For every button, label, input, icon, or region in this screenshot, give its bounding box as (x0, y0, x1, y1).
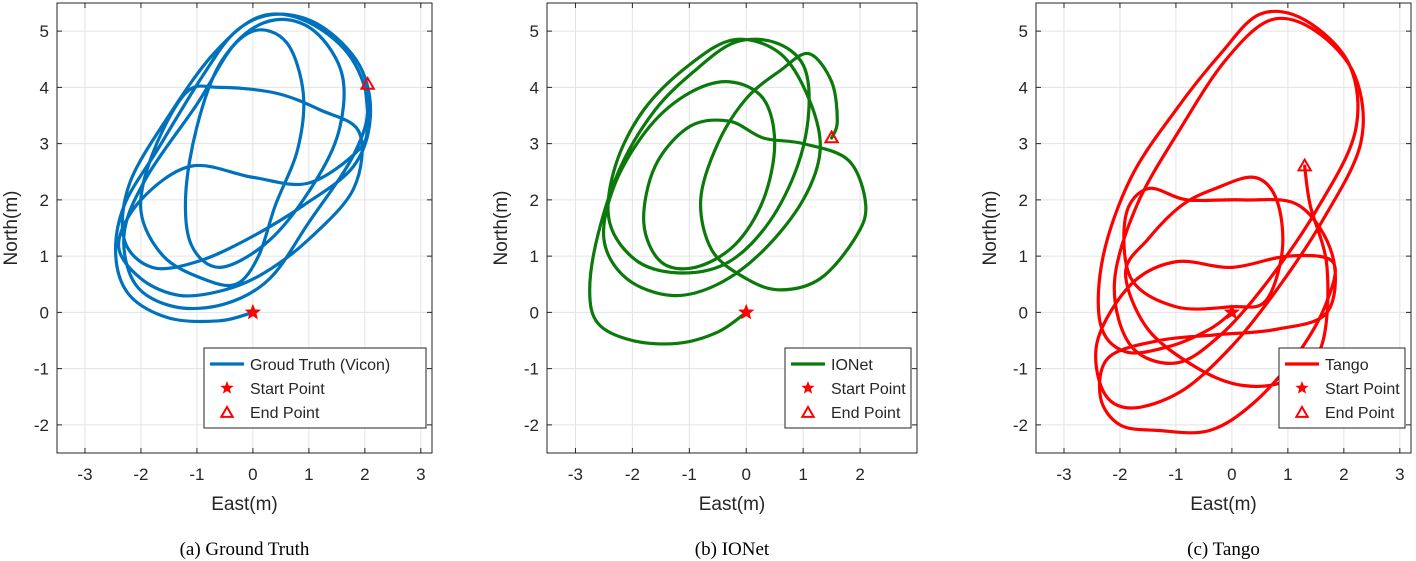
y-tick-label: 0 (530, 303, 539, 322)
legend-star-swatch (1295, 381, 1309, 394)
axes-box (546, 2, 918, 454)
x-tick-label: -1 (682, 465, 697, 484)
x-axis-label: East(m) (211, 494, 278, 515)
x-tick-label: -3 (77, 465, 92, 484)
legend-entry: End Point (1325, 405, 1395, 422)
x-tick-label: -2 (1112, 465, 1127, 484)
legend-star-swatch (220, 381, 234, 394)
x-tick-label: 2 (855, 465, 864, 484)
y-tick-label: 1 (530, 247, 539, 266)
legend-entry: Start Point (250, 381, 325, 398)
y-axis-label: North(m) (980, 191, 1001, 266)
y-tick-label: -2 (34, 416, 49, 435)
y-tick-label: 0 (40, 303, 49, 322)
y-tick-label: 4 (530, 78, 539, 97)
start-point-marker (1223, 303, 1241, 320)
y-tick-label: 4 (1019, 78, 1028, 97)
panel-caption: (c) Tango (1187, 539, 1260, 560)
legend-box (203, 347, 427, 429)
legend-entry: Start Point (831, 381, 906, 398)
panel-caption: (a) Ground Truth (180, 539, 310, 560)
start-point-marker (738, 303, 755, 320)
x-tick-label: 1 (798, 465, 807, 484)
y-tick-label: 2 (1019, 191, 1028, 210)
y-tick-label: -2 (1013, 416, 1028, 435)
y-tick-label: 5 (40, 22, 49, 41)
x-tick-label: -2 (625, 465, 640, 484)
chart-panel-2: -3 -2 -1 0 1 2 -2 -1 0 1 2 3 4 5 East(m) North(m) IONet S… (491, 2, 918, 560)
y-tick-label: 4 (40, 78, 49, 97)
trajectory-line (113, 12, 373, 324)
axes-box (1035, 2, 1412, 454)
start-point-marker (244, 303, 262, 320)
y-tick-label: -1 (34, 360, 49, 379)
y-tick-label: 2 (40, 191, 49, 210)
x-axis-label: East(m) (1190, 494, 1257, 515)
x-tick-label: 2 (360, 465, 369, 484)
x-axis-label: East(m) (699, 494, 766, 515)
y-tick-label: 3 (530, 135, 539, 154)
legend-entry: Groud Truth (Vicon) (250, 357, 390, 374)
trajectory-line (588, 37, 868, 346)
legend-entry: Start Point (1325, 381, 1400, 398)
end-point-marker (823, 129, 840, 144)
x-tick-label: -3 (568, 465, 583, 484)
trajectory-line (1094, 9, 1365, 435)
y-axis-label: North(m) (491, 191, 512, 266)
x-tick-label: 1 (304, 465, 313, 484)
y-tick-label: 5 (530, 22, 539, 41)
y-tick-label: 2 (530, 191, 539, 210)
x-tick-label: 0 (248, 465, 257, 484)
x-tick-label: 0 (1227, 465, 1236, 484)
y-tick-label: 1 (40, 247, 49, 266)
y-tick-label: 3 (40, 135, 49, 154)
panel-caption: (b) IONet (695, 539, 770, 560)
legend: Tango Start Point End Point (1278, 347, 1406, 429)
legend-star-swatch (801, 381, 815, 394)
x-tick-label: -2 (133, 465, 148, 484)
x-tick-label: -1 (1168, 465, 1183, 484)
y-tick-label: -1 (524, 360, 539, 379)
y-tick-label: 3 (1019, 135, 1028, 154)
x-tick-label: -3 (1056, 465, 1071, 484)
legend-entry: End Point (250, 405, 320, 422)
legend-triangle-swatch (219, 404, 235, 418)
chart-panel-1: -3 -2 -1 0 1 2 3 -2 -1 0 1 2 3 4 5 East(m) North(m) Groud… (1, 2, 433, 560)
x-tick-label: 3 (416, 465, 425, 484)
y-tick-label: 5 (1019, 22, 1028, 41)
end-point-marker (359, 76, 376, 90)
x-tick-label: 1 (1283, 465, 1292, 484)
legend-triangle-swatch (800, 404, 816, 418)
chart-panel-3: -3 -2 -1 0 1 2 3 -2 -1 0 1 2 3 4 5 East(m) North(m) Tango… (980, 2, 1412, 560)
legend-entry: IONet (831, 357, 873, 374)
y-tick-label: 0 (1019, 303, 1028, 322)
legend: Groud Truth (Vicon) Start Point End Point (203, 347, 427, 429)
y-tick-label: 1 (1019, 247, 1028, 266)
legend-entry: Tango (1325, 357, 1369, 374)
x-tick-label: -1 (189, 465, 204, 484)
x-tick-label: 2 (1339, 465, 1348, 484)
legend-entry: End Point (831, 405, 901, 422)
y-axis-label: North(m) (1, 191, 22, 266)
x-tick-label: 0 (741, 465, 750, 484)
y-tick-label: -2 (524, 416, 539, 435)
x-tick-label: 3 (1395, 465, 1404, 484)
y-tick-label: -1 (1013, 360, 1028, 379)
axes-box (56, 2, 433, 454)
legend-triangle-swatch (1294, 404, 1310, 418)
end-point-marker (1296, 157, 1313, 172)
legend: IONet Start Point End Point (784, 347, 912, 429)
